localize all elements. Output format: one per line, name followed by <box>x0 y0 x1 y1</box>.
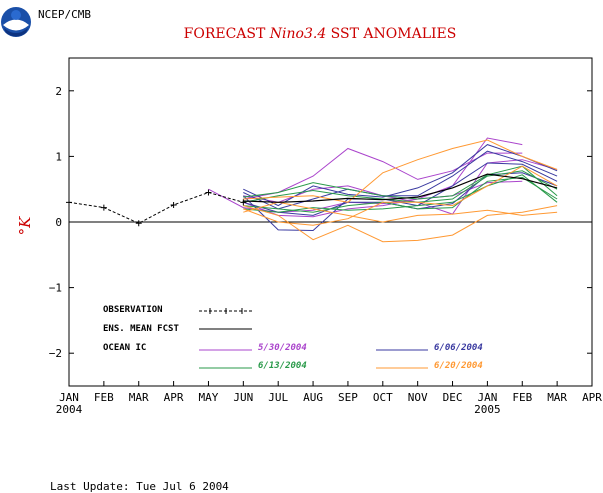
x-tick-label: JUL <box>268 391 288 404</box>
x-tick-label: FEB <box>94 391 114 404</box>
x-tick-label: JAN <box>59 391 79 404</box>
forecast-member-line <box>243 170 558 203</box>
forecast-member-line <box>243 174 558 213</box>
title-region: Nino3.4 <box>269 26 326 42</box>
legend: OBSERVATION ENS. MEAN FCST OCEAN IC 5/30… <box>103 305 483 371</box>
axes: JAN FEB MAR APR MAY JUN JUL AUG SEP OCT NOV DEC JAN F… <box>49 85 603 416</box>
x-tick-label: MAR <box>547 391 567 404</box>
x-tick-label: FEB <box>512 391 532 404</box>
last-update: Last Update: Tue Jul 6 2004 <box>50 480 229 493</box>
y-tick-label: −1 <box>49 282 62 295</box>
forecast-member-line <box>243 150 558 210</box>
x-tick-label: JAN <box>477 391 497 404</box>
forecast-member-line <box>243 201 558 223</box>
y-tick-label: −2 <box>49 347 62 360</box>
ensemble-mean-line <box>243 173 558 203</box>
title-suffix: SST ANOMALIES <box>326 26 456 42</box>
observation-point <box>135 220 142 227</box>
y-tick-label: 1 <box>55 150 62 163</box>
observation-point <box>66 199 72 206</box>
forecast-member-line <box>243 139 558 203</box>
legend-ocean-ic-label: OCEAN IC <box>103 343 146 353</box>
x-tick-label: APR <box>582 391 602 404</box>
agency-label: NCEP/CMB <box>38 8 91 21</box>
observation-point <box>205 189 212 196</box>
y-tick-label: 0 <box>55 216 62 229</box>
legend-observation-label: OBSERVATION <box>103 305 163 315</box>
legend-observation-markers <box>209 308 243 314</box>
observation-point <box>100 204 107 211</box>
noaa-logo-icon <box>1 7 31 37</box>
forecast-member-line <box>243 205 558 243</box>
legend-ic-6-13-label: 6/13/2004 <box>258 361 307 371</box>
y-tick-label: 2 <box>55 85 62 98</box>
chart-title: FORECAST Nino3.4 SST ANOMALIES <box>184 26 457 42</box>
legend-ic-6-20-label: 6/20/2004 <box>434 361 483 371</box>
x-tick-label: AUG <box>303 391 323 404</box>
x-year-label: 2004 <box>56 403 83 416</box>
x-tick-label: APR <box>164 391 184 404</box>
forecast-member-line <box>243 180 523 218</box>
y-axis-label: °K <box>16 216 34 236</box>
x-tick-label: SEP <box>338 391 358 404</box>
forecast-member-line <box>243 165 558 200</box>
legend-ic-6-06-label: 6/06/2004 <box>434 343 483 353</box>
legend-ens-mean-label: ENS. MEAN FCST <box>103 324 179 334</box>
observation-point <box>240 199 247 206</box>
x-tick-label: MAR <box>129 391 149 404</box>
title-prefix: FORECAST <box>184 26 270 42</box>
x-tick-label: JUN <box>233 391 253 404</box>
x-year-label: 2005 <box>474 403 501 416</box>
forecast-member-line <box>243 176 558 213</box>
x-tick-label: NOV <box>408 391 428 404</box>
legend-ic-5-30-label: 5/30/2004 <box>258 343 307 353</box>
x-tick-label: DEC <box>443 391 463 404</box>
series-layer <box>66 137 558 243</box>
x-tick-label: MAY <box>199 391 219 404</box>
observation-point <box>170 201 177 208</box>
forecast-member-line <box>243 144 558 207</box>
observation-line <box>68 191 244 224</box>
x-tick-label: OCT <box>373 391 393 404</box>
